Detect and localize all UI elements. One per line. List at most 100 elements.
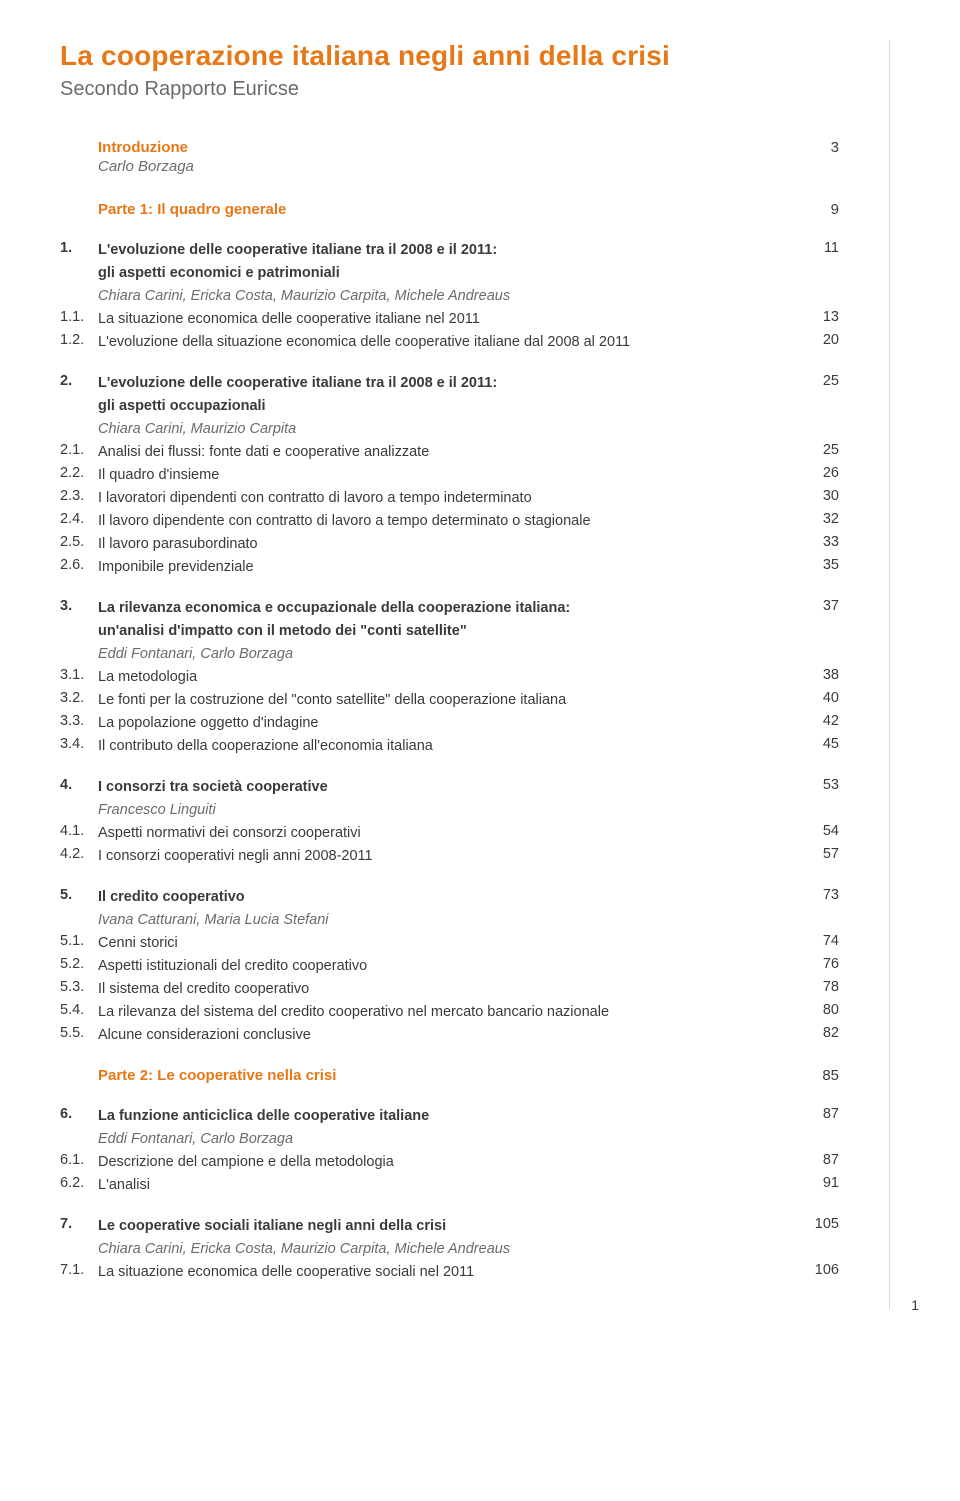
sub-1-2-num: 1.2. (60, 332, 98, 348)
section-3-title-l2: un'analisi d'impatto con il metodo dei "… (98, 621, 805, 642)
section-1-authors: Chiara Carini, Ericka Costa, Maurizio Ca… (98, 286, 805, 307)
sub-3-4-num: 3.4. (60, 736, 98, 752)
part-2-page: 85 (809, 1067, 839, 1084)
section-6-authors: Eddi Fontanari, Carlo Borzaga (98, 1129, 805, 1150)
sub-6-1-num: 6.1. (60, 1152, 98, 1168)
sub-3-1-num: 3.1. (60, 667, 98, 683)
sub-4-1-page: 54 (805, 823, 839, 839)
section-7: 7. Le cooperative sociali italiane negli… (60, 1216, 839, 1283)
intro-author: Carlo Borzaga (60, 158, 839, 175)
sub-5-5-text: Alcune considerazioni conclusive (98, 1025, 805, 1046)
sub-3-1-page: 38 (805, 667, 839, 683)
section-3: 3. La rilevanza economica e occupazional… (60, 598, 839, 757)
sub-5-2-text: Aspetti istituzionali del credito cooper… (98, 956, 805, 977)
part-2-label: Parte 2: Le cooperative nella crisi (98, 1067, 336, 1084)
section-4-title-l1: I consorzi tra società cooperative (98, 777, 805, 798)
sub-5-4-text: La rilevanza del sistema del credito coo… (98, 1002, 805, 1023)
sub-7-1-text: La situazione economica delle cooperativ… (98, 1262, 805, 1283)
sub-4-1-num: 4.1. (60, 823, 98, 839)
part-2-row: Parte 2: Le cooperative nella crisi 85 (60, 1067, 839, 1084)
part-1-page: 9 (809, 201, 839, 218)
section-6-page: 87 (805, 1106, 839, 1122)
section-6-title-l1: La funzione anticiclica delle cooperativ… (98, 1106, 805, 1127)
sub-2-1-text: Analisi dei flussi: fonte dati e coopera… (98, 442, 805, 463)
sub-3-2-text: Le fonti per la costruzione del "conto s… (98, 690, 805, 711)
sub-2-2-num: 2.2. (60, 465, 98, 481)
sub-4-2-page: 57 (805, 846, 839, 862)
section-2-num: 2. (60, 373, 98, 389)
sub-1-2-text: L'evoluzione della situazione economica … (98, 332, 805, 353)
footer-page-number: 1 (911, 1297, 919, 1313)
sub-7-1-page: 106 (805, 1262, 839, 1278)
section-4: 4. I consorzi tra società cooperative 53… (60, 777, 839, 867)
sub-2-6-num: 2.6. (60, 557, 98, 573)
sub-5-1-text: Cenni storici (98, 933, 805, 954)
part-1-row: Parte 1: Il quadro generale 9 (60, 201, 839, 218)
sub-5-5-num: 5.5. (60, 1025, 98, 1041)
sub-2-3-page: 30 (805, 488, 839, 504)
section-3-page: 37 (805, 598, 839, 614)
section-4-authors: Francesco Linguiti (98, 800, 805, 821)
sub-2-6-page: 35 (805, 557, 839, 573)
sub-2-3-num: 2.3. (60, 488, 98, 504)
sub-3-2-page: 40 (805, 690, 839, 706)
sub-5-3-page: 78 (805, 979, 839, 995)
sub-7-1-num: 7.1. (60, 1262, 98, 1278)
sub-6-2-num: 6.2. (60, 1175, 98, 1191)
section-7-title-l1: Le cooperative sociali italiane negli an… (98, 1216, 805, 1237)
section-2-title-l2: gli aspetti occupazionali (98, 396, 805, 417)
sub-2-4-text: Il lavoro dipendente con contratto di la… (98, 511, 805, 532)
sub-3-3-num: 3.3. (60, 713, 98, 729)
sub-6-2-text: L'analisi (98, 1175, 805, 1196)
sub-5-1-page: 74 (805, 933, 839, 949)
document-subtitle: Secondo Rapporto Euricse (60, 78, 839, 101)
sub-2-5-text: Il lavoro parasubordinato (98, 534, 805, 555)
sub-4-2-text: I consorzi cooperativi negli anni 2008-2… (98, 846, 805, 867)
section-6-num: 6. (60, 1106, 98, 1122)
sub-3-4-text: Il contributo della cooperazione all'eco… (98, 736, 805, 757)
sub-2-1-page: 25 (805, 442, 839, 458)
section-4-page: 53 (805, 777, 839, 793)
sub-4-2-num: 4.2. (60, 846, 98, 862)
section-4-num: 4. (60, 777, 98, 793)
sub-3-3-text: La popolazione oggetto d'indagine (98, 713, 805, 734)
sub-5-3-num: 5.3. (60, 979, 98, 995)
sub-3-3-page: 42 (805, 713, 839, 729)
sub-5-4-num: 5.4. (60, 1002, 98, 1018)
sub-1-2-page: 20 (805, 332, 839, 348)
section-5-authors: Ivana Catturani, Maria Lucia Stefani (98, 910, 805, 931)
section-7-num: 7. (60, 1216, 98, 1232)
section-5-num: 5. (60, 887, 98, 903)
intro-page: 3 (809, 139, 839, 156)
sub-3-2-num: 3.2. (60, 690, 98, 706)
section-2: 2. L'evoluzione delle cooperative italia… (60, 373, 839, 578)
section-2-page: 25 (805, 373, 839, 389)
section-1-title-l1: L'evoluzione delle cooperative italiane … (98, 240, 805, 261)
sub-5-3-text: Il sistema del credito cooperativo (98, 979, 805, 1000)
section-2-title-l1: L'evoluzione delle cooperative italiane … (98, 373, 805, 394)
intro-row: Introduzione 3 (60, 139, 839, 156)
document-title: La cooperazione italiana negli anni dell… (60, 40, 839, 72)
sub-2-2-text: Il quadro d'insieme (98, 465, 805, 486)
section-5: 5. Il credito cooperativo 73 Ivana Cattu… (60, 887, 839, 1046)
section-2-authors: Chiara Carini, Maurizio Carpita (98, 419, 805, 440)
part-1-label: Parte 1: Il quadro generale (98, 201, 286, 218)
sub-2-4-num: 2.4. (60, 511, 98, 527)
section-1-num: 1. (60, 240, 98, 256)
sub-5-1-num: 5.1. (60, 933, 98, 949)
section-1-title-l2: gli aspetti economici e patrimoniali (98, 263, 805, 284)
section-3-authors: Eddi Fontanari, Carlo Borzaga (98, 644, 805, 665)
sub-6-1-text: Descrizione del campione e della metodol… (98, 1152, 805, 1173)
page-container: La cooperazione italiana negli anni dell… (60, 40, 890, 1309)
section-3-num: 3. (60, 598, 98, 614)
sub-6-1-page: 87 (805, 1152, 839, 1168)
sub-2-2-page: 26 (805, 465, 839, 481)
section-6: 6. La funzione anticiclica delle coopera… (60, 1106, 839, 1196)
sub-3-4-page: 45 (805, 736, 839, 752)
sub-4-1-text: Aspetti normativi dei consorzi cooperati… (98, 823, 805, 844)
sub-2-6-text: Imponibile previdenziale (98, 557, 805, 578)
sub-5-2-page: 76 (805, 956, 839, 972)
sub-2-5-num: 2.5. (60, 534, 98, 550)
section-1-page: 11 (805, 240, 839, 256)
sub-5-2-num: 5.2. (60, 956, 98, 972)
